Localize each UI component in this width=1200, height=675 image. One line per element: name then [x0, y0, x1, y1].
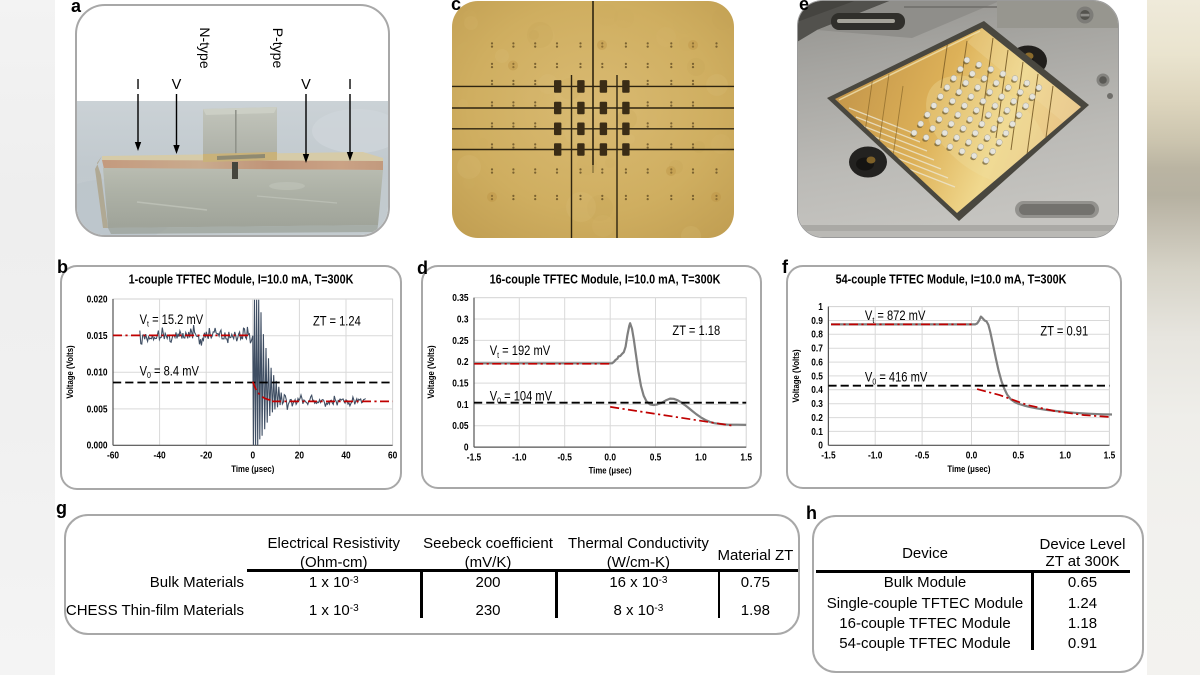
- svg-text:Vt = 15.2 mV: Vt = 15.2 mV: [140, 312, 204, 329]
- svg-text:Time (μsec): Time (μsec): [231, 463, 274, 474]
- svg-text:40: 40: [341, 450, 350, 461]
- svg-text:Voltage (Volts): Voltage (Volts): [425, 345, 436, 398]
- svg-text:0.5: 0.5: [811, 371, 823, 382]
- svg-text:P-type: P-type: [270, 28, 286, 69]
- svg-text:0.2: 0.2: [457, 356, 469, 367]
- svg-text:0.8: 0.8: [811, 329, 823, 340]
- svg-text:-1.5: -1.5: [467, 452, 481, 463]
- svg-text:0.020: 0.020: [87, 294, 108, 305]
- svg-text:-1.0: -1.0: [512, 452, 526, 463]
- svg-text:ZT = 0.91: ZT = 0.91: [1040, 323, 1088, 338]
- svg-text:0: 0: [250, 450, 255, 461]
- svg-text:0.7: 0.7: [811, 343, 823, 354]
- svg-text:-40: -40: [154, 450, 166, 461]
- svg-text:Time (μsec): Time (μsec): [589, 465, 632, 476]
- svg-text:0.05: 0.05: [452, 420, 468, 431]
- svg-text:V: V: [301, 77, 311, 93]
- svg-text:N-type: N-type: [197, 27, 213, 68]
- svg-text:1.0: 1.0: [1059, 450, 1071, 461]
- svg-text:0.005: 0.005: [87, 404, 108, 415]
- svg-text:0.6: 0.6: [811, 357, 823, 368]
- svg-text:V0 = 416 mV: V0 = 416 mV: [865, 369, 928, 386]
- svg-text:20: 20: [295, 450, 304, 461]
- svg-text:Vt = 192 mV: Vt = 192 mV: [490, 343, 551, 360]
- svg-text:-60: -60: [107, 450, 119, 461]
- svg-text:-0.5: -0.5: [558, 452, 572, 463]
- svg-text:1.0: 1.0: [695, 452, 707, 463]
- svg-text:1.5: 1.5: [740, 452, 752, 463]
- svg-text:-1.0: -1.0: [868, 450, 882, 461]
- svg-text:0: 0: [818, 440, 823, 451]
- svg-text:Time (μsec): Time (μsec): [947, 463, 990, 474]
- svg-text:0.15: 0.15: [452, 378, 468, 389]
- svg-text:0.0: 0.0: [966, 450, 978, 461]
- svg-text:0.015: 0.015: [87, 330, 108, 341]
- svg-text:0: 0: [464, 442, 469, 453]
- svg-text:0.4: 0.4: [811, 384, 823, 395]
- svg-text:0.1: 0.1: [811, 426, 823, 437]
- svg-text:0.5: 0.5: [650, 452, 662, 463]
- svg-text:1: 1: [818, 301, 823, 312]
- svg-text:0.010: 0.010: [87, 367, 108, 378]
- svg-text:I: I: [348, 77, 352, 93]
- svg-text:0.3: 0.3: [811, 398, 823, 409]
- svg-text:-1.5: -1.5: [821, 450, 835, 461]
- svg-text:I: I: [136, 77, 140, 93]
- svg-text:Vt = 872 mV: Vt = 872 mV: [865, 308, 926, 325]
- svg-text:0.5: 0.5: [1012, 450, 1024, 461]
- svg-text:0.0: 0.0: [604, 452, 616, 463]
- svg-text:1-couple TFTEC Module, I=10.0: 1-couple TFTEC Module, I=10.0 mA, T=300K: [129, 271, 354, 286]
- svg-text:0.1: 0.1: [457, 399, 469, 410]
- svg-text:V0 = 104 mV: V0 = 104 mV: [490, 388, 553, 405]
- svg-text:1.5: 1.5: [1104, 450, 1116, 461]
- svg-text:-0.5: -0.5: [915, 450, 929, 461]
- svg-text:ZT = 1.18: ZT = 1.18: [672, 323, 720, 338]
- svg-text:60: 60: [388, 450, 397, 461]
- svg-text:0.000: 0.000: [87, 440, 108, 451]
- svg-text:54-couple TFTEC Module, I=10.0: 54-couple TFTEC Module, I=10.0 mA, T=300…: [836, 271, 1067, 286]
- svg-text:V: V: [172, 77, 182, 93]
- svg-text:0.2: 0.2: [811, 412, 823, 423]
- svg-text:ZT = 1.24: ZT = 1.24: [313, 313, 361, 328]
- svg-text:0.3: 0.3: [457, 314, 469, 325]
- svg-text:0.35: 0.35: [452, 292, 468, 303]
- svg-text:-20: -20: [200, 450, 212, 461]
- svg-text:0.9: 0.9: [811, 315, 823, 326]
- svg-text:Voltage (Volts): Voltage (Volts): [64, 345, 75, 398]
- svg-text:16-couple TFTEC Module, I=10.0: 16-couple TFTEC Module, I=10.0 mA, T=300…: [490, 271, 721, 286]
- svg-text:Voltage (Volts): Voltage (Volts): [790, 349, 801, 402]
- svg-text:0.25: 0.25: [452, 335, 468, 346]
- svg-text:V0 = 8.4 mV: V0 = 8.4 mV: [140, 363, 200, 380]
